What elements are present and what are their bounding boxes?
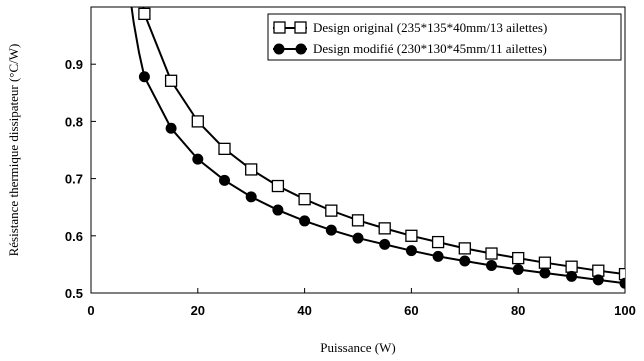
data-point — [352, 232, 364, 244]
series-1 — [130, 7, 625, 289]
y-tick-label: 0.5 — [65, 286, 83, 301]
y-tick-label: 0.9 — [65, 57, 83, 72]
data-point — [138, 7, 151, 21]
data-point — [486, 260, 497, 272]
data-point — [191, 115, 204, 128]
data-point — [485, 247, 498, 260]
data-point — [165, 122, 177, 134]
legend-label-modified: Design modifié (230*130*45mm/11 ailettes… — [313, 41, 547, 56]
data-point — [431, 235, 445, 249]
data-point — [164, 74, 178, 87]
data-point — [539, 267, 551, 279]
data-point — [458, 242, 471, 255]
x-tick-label: 40 — [297, 303, 311, 318]
data-point — [298, 193, 311, 206]
data-point — [538, 256, 552, 269]
data-point — [566, 270, 578, 282]
legend-box — [267, 13, 622, 61]
series-0 — [138, 7, 625, 281]
data-point — [218, 142, 231, 156]
data-point — [512, 251, 525, 265]
x-tick-label: 60 — [404, 303, 418, 318]
data-point — [271, 179, 285, 193]
data-point — [512, 264, 524, 276]
data-point — [325, 204, 338, 217]
data-point — [379, 238, 391, 250]
legend: Design original (235*135*40mm/13 ailette… — [267, 13, 622, 61]
axis-ticks: 0 20 40 60 80 100 0.5 0.6 0.7 0.8 0.9 — [65, 57, 636, 318]
legend-marker-original — [273, 21, 286, 34]
series-layer — [130, 7, 625, 289]
data-point — [405, 229, 418, 242]
y-tick-label: 0.7 — [65, 172, 83, 187]
data-point — [405, 245, 417, 257]
data-point — [592, 274, 604, 286]
x-tick-label: 80 — [511, 303, 525, 318]
data-point — [192, 153, 204, 165]
data-point — [432, 250, 444, 262]
data-point — [459, 255, 471, 267]
legend-label-original: Design original (235*135*40mm/13 ailette… — [313, 20, 547, 35]
y-axis-label: Résistance thermique dissipateur (°C/W) — [6, 44, 21, 257]
data-point — [299, 215, 311, 227]
data-point — [138, 71, 150, 83]
x-tick-label: 100 — [614, 303, 636, 318]
data-point — [325, 224, 337, 236]
legend-marker-modified-2 — [295, 43, 307, 55]
data-point — [245, 163, 258, 176]
data-point — [619, 277, 625, 289]
x-tick-label: 20 — [191, 303, 205, 318]
legend-marker-modified — [273, 43, 285, 55]
data-point — [245, 191, 257, 203]
data-point — [565, 260, 578, 273]
x-tick-label: 0 — [87, 303, 94, 318]
data-point — [351, 214, 365, 227]
data-point — [272, 204, 284, 216]
y-tick-label: 0.8 — [65, 114, 83, 129]
plot-frame — [90, 6, 626, 294]
y-tick-label: 0.6 — [65, 229, 83, 244]
legend-marker-original-2 — [294, 21, 307, 34]
data-point — [378, 222, 391, 235]
data-point — [618, 267, 625, 281]
data-point — [219, 174, 230, 186]
x-axis-label: Puissance (W) — [320, 340, 395, 355]
